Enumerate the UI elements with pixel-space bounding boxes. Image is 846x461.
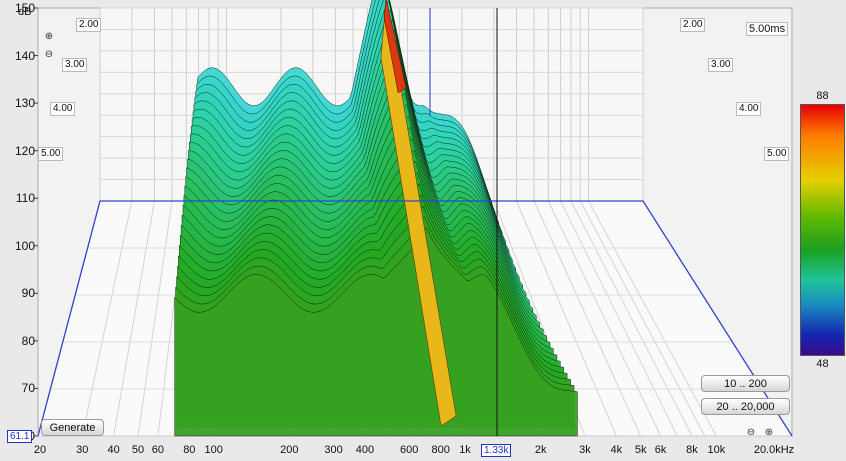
time-max-label: 5.00ms: [746, 22, 789, 36]
y-tick-label: 70: [21, 381, 35, 396]
x-tick-label: 100: [204, 444, 223, 456]
y-tick-label: 80: [21, 333, 35, 348]
floor-gridline: [560, 200, 678, 437]
x-tick-label: 40: [107, 444, 120, 456]
waterfall-slice: [174, 227, 578, 437]
time-label-right: 3.00: [708, 58, 734, 72]
x-tick-label: 4k: [610, 444, 623, 456]
y-tick-label: 140: [14, 48, 35, 63]
floor-gridline: [579, 200, 706, 437]
time-label-left: 4.00: [50, 102, 76, 116]
time-label-left: 5.00: [38, 147, 64, 161]
colorbar: [800, 104, 845, 356]
y-tick-label: 150: [14, 1, 35, 15]
x-tick-label: 60: [151, 444, 165, 456]
colorbar-max-label: 88: [816, 90, 829, 102]
cursor-frequency-readout: 1.33k: [481, 444, 512, 457]
time-label-right: 4.00: [736, 102, 762, 116]
x-tick-label: 2k: [534, 444, 547, 456]
zoom-out-icon[interactable]: ⊖: [746, 427, 756, 438]
y-axis-unit: dB: [18, 6, 32, 18]
y-tick-label: 110: [15, 191, 35, 206]
time-label-right: 5.00: [764, 147, 790, 161]
x-tick-label: 80: [183, 444, 196, 456]
x-tick-label: 3k: [579, 444, 591, 456]
time-label-left: 3.00: [62, 58, 88, 72]
x-tick-label: 200: [280, 444, 299, 456]
floor-gridline: [81, 200, 133, 437]
y-tick-label: 100: [14, 238, 35, 253]
frame-outline: [37, 200, 793, 437]
colorbar-min-label: 48: [816, 358, 829, 370]
floor-gridline: [547, 200, 662, 437]
generate-button[interactable]: Generate: [41, 419, 104, 436]
time-label-right: 2.00: [680, 18, 706, 32]
x-tick-label: 800: [431, 444, 450, 456]
floor-gridline: [516, 200, 617, 437]
x-tick-label: 20.0kHz: [753, 444, 795, 456]
floor-gridline: [533, 200, 642, 437]
zoom-out-icon[interactable]: ⊖: [44, 49, 54, 60]
y-tick-label: 130: [14, 96, 35, 111]
cursor-level-readout: 61.1: [7, 430, 33, 443]
x-tick-label: 1k: [459, 444, 471, 456]
x-tick-label: 6k: [654, 444, 667, 456]
range-10-200-button[interactable]: 10 .. 200: [701, 375, 790, 392]
floor-gridline: [137, 200, 173, 437]
floor-gridline: [588, 200, 717, 437]
time-label-left: 2.00: [76, 18, 102, 32]
x-tick-label: 30: [76, 444, 89, 456]
x-tick-label: 50: [131, 444, 145, 456]
x-tick-label: 600: [400, 444, 419, 456]
zoom-in-icon[interactable]: ⊕: [764, 427, 774, 438]
peak-ridge-top: [383, 0, 407, 94]
range-20-20000-button[interactable]: 20 .. 20,000: [701, 398, 790, 415]
x-tick-label: 5k: [634, 444, 647, 456]
x-tick-label: 20: [33, 444, 47, 456]
x-tick-label: 400: [355, 444, 375, 456]
x-tick-label: 10k: [707, 444, 726, 456]
y-tick-label: 90: [21, 286, 35, 301]
x-tick-label: 300: [324, 444, 343, 456]
floor-gridline: [570, 200, 693, 437]
x-tick-label: 8k: [686, 444, 698, 456]
zoom-in-icon[interactable]: ⊕: [44, 31, 54, 42]
y-tick-label: 120: [14, 143, 35, 158]
floor-gridline: [113, 200, 155, 437]
